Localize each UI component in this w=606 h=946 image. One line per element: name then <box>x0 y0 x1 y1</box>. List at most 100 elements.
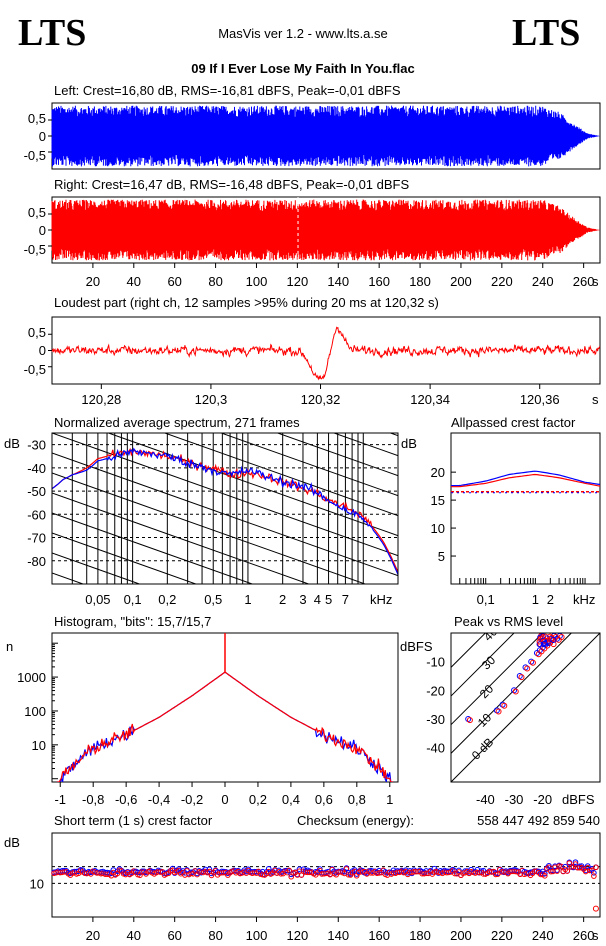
xtick-label: 120,36 <box>520 392 560 407</box>
ytick-label: 10 <box>431 521 445 536</box>
xtick-label: 1 <box>244 592 251 607</box>
crest-diagonal <box>451 633 600 782</box>
diagonal-label: 20 <box>477 682 497 702</box>
xtick-label: 0,05 <box>85 592 110 607</box>
peakrms-xlabel: dBFS <box>562 792 595 807</box>
xtick-label: -40 <box>476 792 495 807</box>
crest-point-right <box>411 868 417 875</box>
xtick-label: -30 <box>505 792 524 807</box>
histogram-plot-area <box>56 633 394 782</box>
xtick-label: -0,8 <box>82 792 104 807</box>
left-ytick-2: 0 <box>39 129 46 144</box>
spectrum-slope-line <box>52 253 398 376</box>
xtick-label: 0 <box>221 792 228 807</box>
xtick-label: 3 <box>299 592 306 607</box>
crest-point-right <box>554 868 560 874</box>
xtick-label: 20 <box>86 928 100 943</box>
right-waveform-title: Right: Crest=16,47 dB, RMS=-16,48 dBFS, … <box>54 177 409 192</box>
peakrms-point-right <box>501 702 508 709</box>
ytick-label: 1000 <box>17 670 46 685</box>
xtick-label: 20 <box>86 274 100 289</box>
xtick-label: 120,32 <box>301 392 341 407</box>
left-waveform-panel <box>48 102 601 170</box>
ytick-label: -80 <box>27 554 46 569</box>
xtick-label: 0,6 <box>315 792 333 807</box>
left-ytick-3: -0,5 <box>24 148 46 163</box>
loud-ytick-3: -0,5 <box>24 362 46 377</box>
crest-diagonal <box>451 633 544 726</box>
xtick-label: -0,2 <box>181 792 203 807</box>
xtick-label: 40 <box>127 274 141 289</box>
shortterm-xunit: s <box>592 928 599 943</box>
crest-point-right <box>564 868 571 874</box>
spectrum-panel: -30 -40 -50 -60 -70 -80 0,05 0,1 0,2 0,5 1 2 3 4 5 7 <box>27 253 399 607</box>
xtick-label: 40 <box>127 928 141 943</box>
logo-right: LTS <box>512 12 580 54</box>
xtick-label: 5 <box>325 592 332 607</box>
ytick-label: 100 <box>24 704 46 719</box>
ytick-label: -50 <box>27 484 46 499</box>
crest-point-right <box>541 873 548 879</box>
crest-point-right <box>592 905 599 912</box>
diagonal-label: 0 dB <box>469 735 496 762</box>
spectrum-slope-line <box>52 433 398 557</box>
right-ytick-1: 0,5 <box>28 205 46 220</box>
crest-point-left <box>591 870 597 876</box>
right-ytick-3: -0,5 <box>24 242 46 257</box>
spectrum-series-right <box>52 447 398 573</box>
histogram-ylabel: n <box>6 639 13 654</box>
peakrms-point-right <box>512 688 519 695</box>
xtick-label: 260 <box>573 928 595 943</box>
loudest-part-panel <box>48 316 601 385</box>
spectrum-slope-line <box>52 452 398 577</box>
ytick-label: 10 <box>32 738 46 753</box>
plot-frame <box>51 432 399 585</box>
allpassed-xunit: kHz <box>573 592 595 607</box>
diagonal-label: 40 <box>481 624 501 644</box>
xtick-label: 80 <box>208 928 222 943</box>
shortterm-title: Short term (1 s) crest factor <box>54 813 213 828</box>
xtick-label: -1 <box>54 792 66 807</box>
xtick-label: 120,34 <box>410 392 450 407</box>
xtick-label: 140 <box>327 928 349 943</box>
spectrum-slope-line <box>276 433 398 477</box>
right-ytick-2: 0 <box>39 223 46 238</box>
ytick-label: 5 <box>438 549 445 564</box>
xtick-label: 120,28 <box>81 392 121 407</box>
xtick-label: 0,1 <box>477 592 495 607</box>
peakrms-cluster-point <box>541 640 548 647</box>
loudest-xaxis: 120,28 120,3 120,32 120,34 120,36 <box>81 384 560 407</box>
crest-diagonal <box>451 633 487 668</box>
peakrms-point-right <box>535 651 542 658</box>
peakrms-cluster-point <box>540 634 547 641</box>
plot-frame <box>450 432 601 585</box>
left-waveform-title: Left: Crest=16,80 dB, RMS=-16,81 dBFS, P… <box>54 83 401 98</box>
xtick-label: 100 <box>246 928 268 943</box>
ytick-label: 15 <box>431 493 445 508</box>
histogram-series-right <box>56 671 394 782</box>
spectrum-slope-line <box>52 552 141 584</box>
short-term-crest-panel: 10 20 40 60 80 100 120 140 160 180 200 220 240 260 <box>30 832 601 943</box>
spectrum-slope-line <box>332 433 398 457</box>
plot-frame <box>450 632 601 783</box>
spectrum-slope-line <box>52 512 254 584</box>
xtick-label: 7 <box>342 592 349 607</box>
app-title: MasVis ver 1.2 - www.lts.a.se <box>218 26 388 41</box>
spectrum-xunit: kHz <box>370 592 392 607</box>
checksum-value: 558 447 492 859 540 <box>477 813 600 828</box>
crest-point-right <box>593 864 599 871</box>
xtick-label: 140 <box>327 274 349 289</box>
histogram-series-left <box>56 671 394 782</box>
xtick-label: 160 <box>368 928 390 943</box>
xtick-label: 200 <box>450 928 472 943</box>
xtick-label: 0,5 <box>204 592 222 607</box>
xtick-label: 240 <box>532 928 554 943</box>
peakrms-cluster-point <box>547 633 554 640</box>
spectrum-slope-line <box>52 492 311 584</box>
xtick-label: 0,8 <box>348 792 366 807</box>
xtick-label: 220 <box>491 274 513 289</box>
ytick-label: -40 <box>27 461 46 476</box>
peakrms-point-right <box>524 665 531 672</box>
crest-diagonal <box>451 633 573 754</box>
left-ytick-1: 0,5 <box>28 111 46 126</box>
